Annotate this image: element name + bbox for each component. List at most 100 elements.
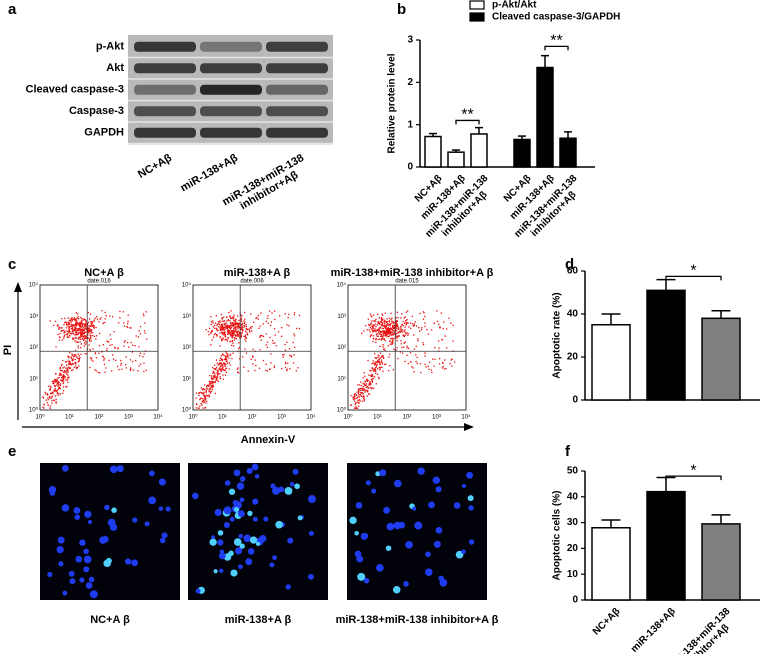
- flow-dot: [376, 313, 379, 315]
- flow-dot: [273, 328, 276, 330]
- flow-dot: [225, 371, 228, 373]
- flow-dot: [419, 330, 421, 332]
- flow-dot: [290, 355, 292, 357]
- flow-dot: [73, 329, 75, 331]
- flow-dot: [241, 332, 243, 334]
- flow-dot: [363, 383, 365, 385]
- flow-dot: [43, 404, 45, 406]
- flow-dot: [205, 397, 207, 399]
- flow-dot: [235, 318, 237, 320]
- flow-dot: [253, 321, 255, 323]
- flow-dot: [265, 344, 267, 346]
- flow-dot: [432, 358, 434, 360]
- panel-label: c: [8, 256, 16, 273]
- nuclei: [349, 467, 475, 594]
- flow-dot: [58, 328, 60, 330]
- flow-dot: [68, 360, 70, 362]
- flow-dot: [68, 328, 70, 330]
- flow-dot: [359, 387, 362, 390]
- flow-dot: [372, 314, 375, 316]
- flow-dot: [363, 388, 366, 390]
- nucleus: [217, 539, 224, 546]
- flow-dot: [81, 318, 83, 320]
- flow-dot: [242, 329, 244, 331]
- flow-dot: [212, 336, 215, 338]
- flow-dot: [381, 331, 383, 333]
- flow-dot: [226, 316, 228, 318]
- flow-dot: [364, 383, 366, 385]
- flow-dot: [205, 387, 208, 389]
- flow-dot: [383, 357, 385, 359]
- flow-dot: [389, 334, 391, 336]
- flow-dot: [224, 334, 227, 336]
- flow-dot: [363, 400, 366, 402]
- flow-dot: [373, 368, 376, 370]
- flow-dot: [226, 355, 229, 358]
- flow-dot: [442, 362, 444, 364]
- flow-dot: [87, 334, 89, 336]
- flow-y-tick: 10¹: [337, 376, 346, 382]
- flow-dot: [439, 327, 441, 329]
- flow-dot: [59, 374, 61, 376]
- nucleus: [75, 555, 83, 563]
- flow-dot: [369, 370, 371, 372]
- flow-dot: [363, 389, 365, 392]
- flow-dot: [73, 333, 75, 335]
- flow-dot: [217, 373, 219, 375]
- flow-dot: [378, 377, 380, 380]
- flow-dot: [369, 313, 372, 315]
- flow-dot: [396, 323, 398, 325]
- flow-dot: [68, 322, 70, 324]
- flow-dot: [81, 321, 83, 324]
- flow-dot: [385, 363, 387, 365]
- flow-dot: [90, 359, 93, 361]
- flow-dot: [130, 327, 132, 329]
- flow-dot: [240, 335, 242, 337]
- flow-dot: [73, 354, 75, 356]
- y-tick-label: 50: [567, 466, 579, 477]
- nucleus: [116, 465, 124, 473]
- flow-dot: [395, 326, 397, 329]
- flow-dot: [92, 324, 95, 326]
- flow-dot: [353, 395, 355, 397]
- flow-dot: [294, 346, 296, 349]
- panel-label: a: [8, 1, 17, 18]
- flow-dot: [93, 319, 95, 321]
- flow-dot: [79, 323, 82, 326]
- flow-dot: [66, 367, 68, 369]
- flow-dot: [413, 371, 415, 373]
- flow-dot: [61, 380, 63, 383]
- flow-dot: [63, 381, 65, 383]
- flow-dot: [51, 400, 53, 402]
- flow-dot: [75, 324, 78, 326]
- flow-dot: [62, 337, 65, 339]
- flow-dot: [69, 320, 72, 322]
- flow-dot: [378, 327, 380, 330]
- flow-dot: [88, 318, 91, 320]
- flow-dot: [70, 318, 72, 320]
- flow-dot: [68, 329, 70, 331]
- flow-dot: [67, 330, 69, 333]
- flow-dot: [215, 359, 218, 361]
- flow-dot: [380, 335, 382, 338]
- nucleus: [252, 498, 259, 505]
- flow-dot: [391, 317, 393, 319]
- flow-dot: [293, 314, 296, 316]
- flow-dot: [143, 353, 145, 355]
- flow-dot: [237, 324, 240, 326]
- nucleus: [238, 564, 243, 570]
- y-axis-label: Relative protein level: [387, 53, 398, 153]
- flow-dot: [415, 354, 417, 356]
- flow-dot: [98, 352, 100, 354]
- flow-dot: [89, 313, 92, 315]
- flow-dot: [109, 315, 111, 317]
- flow-dot: [72, 338, 74, 340]
- flow-dot: [55, 398, 57, 401]
- flow-dot: [123, 325, 126, 327]
- flow-dot: [403, 335, 406, 338]
- flow-dot: [355, 402, 357, 404]
- flow-dot: [225, 338, 227, 341]
- flow-dot: [53, 382, 55, 385]
- flow-dot: [451, 358, 453, 360]
- flow-dot: [219, 377, 222, 380]
